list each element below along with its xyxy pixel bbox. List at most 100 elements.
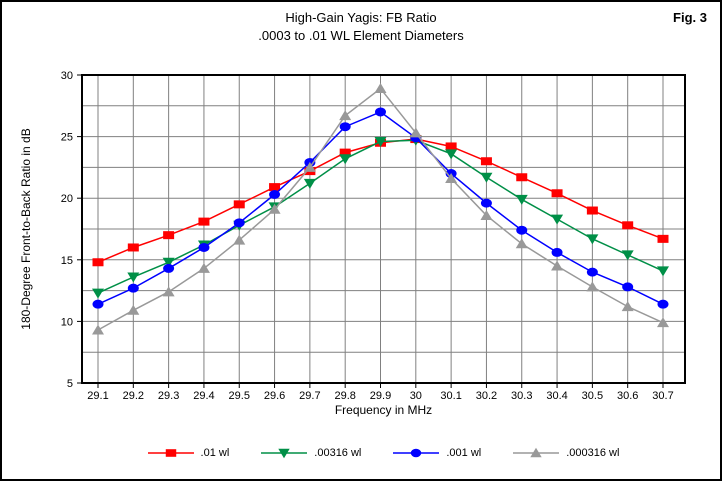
legend-label: .00316 wl [314,447,362,459]
data-point-marker-square [480,157,492,166]
y-tick-label: 30 [61,70,73,82]
data-point-marker-circle [163,263,175,273]
chart-title: High-Gain Yagis: FB Ratio [285,10,437,25]
data-point-marker-circle [657,299,669,309]
data-point-marker-square [233,200,245,209]
data-point-marker-triangle-down [278,448,290,459]
x-tick-label: 29.6 [264,390,285,402]
data-point-marker-circle [622,282,634,292]
data-point-marker-square [339,148,351,157]
x-tick-label: 29.8 [334,390,355,402]
data-point-marker-triangle-up [268,203,281,214]
data-point-marker-square [516,173,528,182]
data-point-marker-triangle-down [374,137,387,148]
data-point-marker-triangle-up [657,317,669,328]
data-point-marker-triangle-up [339,110,352,121]
data-point-marker-circle [411,448,422,458]
data-point-marker-triangle-down [303,178,316,189]
data-point-marker-triangle-up [197,262,210,273]
data-point-marker-triangle-down [586,234,599,245]
data-point-marker-square [445,142,457,151]
legend-item-2: .001 wl [393,446,481,460]
chart-subtitle: .0003 to .01 WL Element Diameters [258,28,464,43]
legend-marker-square-icon [147,449,194,457]
x-axis-title: Frequency in MHz [334,403,433,417]
data-point-marker-triangle-up [445,172,458,183]
data-point-marker-triangle-up [233,234,246,245]
data-point-marker-triangle-up [127,304,140,315]
data-point-marker-triangle-up [621,301,634,312]
x-tick-label: 29.3 [158,390,179,402]
data-point-marker-triangle-up [515,238,528,249]
legend: .01 wl .00316 wl .001 wl .000316 wl [82,444,685,462]
data-point-marker-triangle-down [621,250,634,261]
legend-item-0: .01 wl [147,446,230,460]
y-tick-label: 20 [61,193,73,205]
legend-item-3: .000316 wl [513,446,619,460]
data-point-marker-circle [339,122,351,132]
data-point-marker-circle [375,107,386,117]
data-point-marker-triangle-down [162,257,175,268]
x-tick-label: 29.9 [370,390,391,402]
x-tick-label: 30 [410,390,422,402]
axis-box [81,74,686,384]
data-point-marker-circle [233,218,245,228]
data-point-marker-triangle-up [374,83,387,94]
y-tick-label: 25 [61,132,73,144]
x-tick-label: 30.5 [582,390,603,402]
legend-marker-triangle-up-icon [513,447,560,458]
data-point-marker-square [269,183,281,192]
data-point-marker-circle [92,299,104,309]
data-point-marker-triangle-up [480,209,493,220]
data-point-marker-circle [586,267,598,277]
x-tick-label: 29.1 [87,390,108,402]
data-point-marker-square [165,449,176,457]
data-point-marker-square [586,206,598,215]
data-point-marker-triangle-down [127,272,140,283]
x-tick-label: 29.2 [123,390,144,402]
data-point-marker-triangle-down [339,154,352,165]
data-point-marker-triangle-up [303,161,316,172]
data-point-marker-triangle-up [551,260,564,271]
y-tick-label: 10 [61,316,73,328]
y-tick-label: 5 [67,378,73,390]
legend-label: .01 wl [200,447,230,459]
data-point-marker-triangle-down [445,149,458,160]
data-point-marker-triangle-up [162,286,175,297]
x-tick-label: 29.5 [229,390,250,402]
x-tick-label: 30.2 [476,390,497,402]
data-point-marker-circle [516,225,528,235]
x-tick-label: 30.4 [546,390,567,402]
data-point-marker-square [163,231,175,240]
x-tick-label: 29.4 [193,390,214,402]
data-point-marker-triangle-down [515,194,528,205]
data-point-marker-square [127,243,139,252]
data-point-marker-circle [127,283,139,293]
data-point-marker-circle [551,247,563,257]
data-point-marker-triangle-up [92,324,104,335]
data-point-marker-circle [269,190,281,200]
data-point-marker-triangle-down [551,214,564,225]
legend-label: .001 wl [446,447,482,459]
data-point-marker-triangle-down [657,266,669,277]
x-tick-label: 30.7 [652,390,673,402]
data-point-marker-square [92,258,104,267]
data-point-marker-circle [198,242,210,252]
legend-marker-circle-icon [393,448,440,458]
legend-marker-triangle-down-icon [261,448,308,459]
data-point-marker-triangle-down [92,288,104,299]
data-point-marker-triangle-up [409,127,422,138]
x-tick-label: 30.6 [617,390,638,402]
x-tick-label: 30.3 [511,390,532,402]
legend-label: .000316 wl [566,447,620,459]
data-point-marker-square [622,221,634,230]
data-point-marker-square [551,189,563,198]
data-point-marker-triangle-down [480,172,493,183]
data-point-marker-square [657,234,669,243]
data-point-marker-triangle-up [530,447,542,458]
figure-number-label: Fig. 3 [673,10,707,25]
legend-item-1: .00316 wl [261,446,361,460]
y-tick-label: 15 [61,255,73,267]
